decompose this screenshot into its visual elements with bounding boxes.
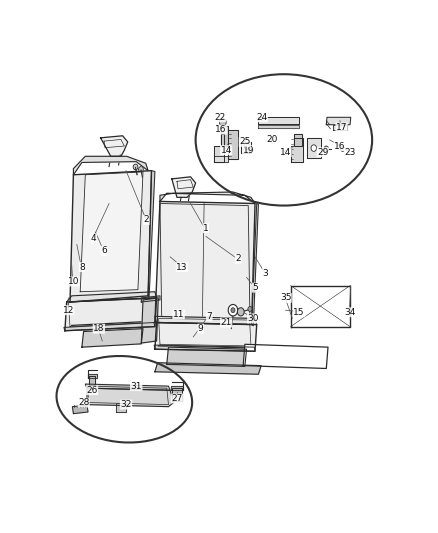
Text: 16: 16 [334,142,346,150]
Text: 34: 34 [344,308,356,317]
Polygon shape [70,171,152,302]
Text: 32: 32 [120,400,132,409]
Text: 35: 35 [280,293,291,302]
Text: 31: 31 [131,382,142,391]
Text: 14: 14 [280,148,291,157]
Polygon shape [67,292,156,302]
Polygon shape [214,156,228,163]
Circle shape [248,306,252,311]
Polygon shape [258,117,299,124]
Polygon shape [251,204,258,326]
Text: 2: 2 [144,215,149,224]
Polygon shape [65,298,156,330]
Text: 1: 1 [203,224,208,232]
Text: 15: 15 [293,308,305,317]
Polygon shape [155,201,255,325]
Text: 16: 16 [215,125,227,134]
Polygon shape [80,172,143,292]
Text: 28: 28 [78,398,89,407]
Polygon shape [85,384,170,390]
Circle shape [311,145,317,151]
Polygon shape [72,406,88,414]
Polygon shape [88,374,97,377]
Text: 23: 23 [344,148,356,157]
Polygon shape [214,134,224,163]
Polygon shape [101,136,128,156]
Polygon shape [154,345,255,351]
Polygon shape [307,138,321,158]
Text: 24: 24 [256,113,268,122]
Polygon shape [82,329,143,347]
Text: 25: 25 [239,138,251,147]
Text: 8: 8 [79,263,85,272]
Polygon shape [160,192,255,204]
Polygon shape [155,363,261,374]
Polygon shape [155,317,257,325]
Circle shape [231,308,235,313]
Text: 20: 20 [266,135,278,144]
Circle shape [324,146,328,152]
Text: 2: 2 [235,254,241,263]
Circle shape [138,166,143,172]
Circle shape [193,205,197,209]
Text: 11: 11 [173,310,184,319]
Text: 21: 21 [220,318,232,327]
Polygon shape [221,126,228,146]
Circle shape [228,304,238,316]
Polygon shape [228,131,238,159]
Text: 3: 3 [262,269,268,278]
Polygon shape [333,125,347,131]
Polygon shape [291,138,303,163]
Text: 4: 4 [91,234,97,243]
Polygon shape [241,142,251,154]
Polygon shape [172,388,182,401]
Circle shape [249,148,253,152]
Polygon shape [155,322,257,351]
Polygon shape [171,386,183,390]
Polygon shape [167,347,247,366]
Circle shape [197,207,201,212]
Circle shape [237,308,244,316]
Text: 18: 18 [93,324,105,333]
Text: 10: 10 [67,277,79,286]
Text: 12: 12 [63,306,74,314]
Polygon shape [172,177,196,197]
Text: 17: 17 [336,123,347,132]
Text: 5: 5 [252,283,258,292]
Polygon shape [243,344,328,368]
Text: 19: 19 [243,146,254,155]
Polygon shape [141,298,158,343]
Text: 22: 22 [215,113,226,122]
Polygon shape [148,171,155,297]
Circle shape [219,118,226,126]
Polygon shape [87,388,173,407]
Polygon shape [326,117,351,125]
Text: 9: 9 [198,324,204,333]
Polygon shape [258,125,299,128]
Text: 7: 7 [206,312,212,321]
Circle shape [341,147,345,151]
Polygon shape [116,402,126,412]
Polygon shape [294,134,302,146]
Circle shape [244,143,250,149]
Text: 29: 29 [317,148,328,157]
Text: 26: 26 [86,386,98,395]
Text: 6: 6 [101,246,107,255]
Text: 13: 13 [176,263,188,272]
Polygon shape [141,296,160,302]
Circle shape [133,164,138,170]
Polygon shape [74,156,148,175]
Text: 14: 14 [220,146,232,155]
Text: 27: 27 [171,394,183,403]
Polygon shape [88,376,95,385]
Text: 30: 30 [247,314,259,323]
Polygon shape [64,322,155,330]
Polygon shape [291,286,350,327]
